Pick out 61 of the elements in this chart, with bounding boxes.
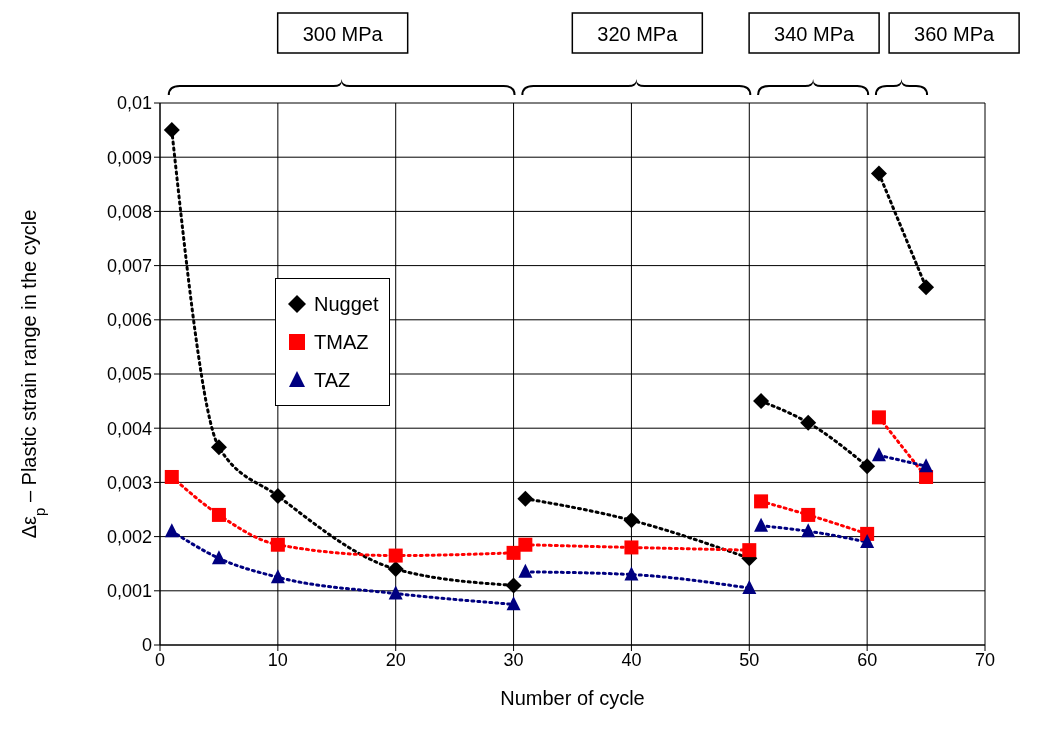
point xyxy=(388,548,403,563)
y-tick-label: 0 xyxy=(141,635,152,656)
point xyxy=(517,490,534,507)
point xyxy=(624,540,639,555)
text: 300 MPa xyxy=(302,23,384,45)
x-tick-label: 50 xyxy=(739,649,760,670)
y-tick-label: 0,009 xyxy=(106,147,152,168)
y-tick-label: 0,004 xyxy=(106,418,152,439)
point xyxy=(754,517,769,532)
point xyxy=(505,577,522,594)
point xyxy=(742,580,757,595)
legend-label: Nugget xyxy=(314,292,379,316)
text: 360 MPa xyxy=(914,23,995,45)
point xyxy=(753,393,770,410)
point xyxy=(918,279,935,296)
point xyxy=(211,507,226,522)
x-tick-label: 0 xyxy=(154,649,166,670)
point xyxy=(164,523,179,538)
point xyxy=(518,537,533,552)
point xyxy=(801,507,816,522)
point xyxy=(754,494,769,509)
point xyxy=(387,561,404,578)
point xyxy=(388,585,403,600)
y-tick-label: 0,003 xyxy=(106,472,152,493)
point xyxy=(270,569,285,584)
point xyxy=(506,545,521,560)
point xyxy=(623,512,640,529)
x-tick-label: 30 xyxy=(503,649,524,670)
point xyxy=(624,566,639,581)
x-tick-label: 20 xyxy=(385,649,406,670)
point xyxy=(164,469,179,484)
point xyxy=(211,550,226,565)
point xyxy=(742,543,757,558)
point xyxy=(269,487,286,504)
x-tick-label: 70 xyxy=(974,649,996,670)
y-tick-label: 0,001 xyxy=(106,581,152,602)
y-tick-label: 0,007 xyxy=(106,255,152,276)
point xyxy=(801,523,816,538)
y-tick-label: 0,005 xyxy=(106,364,152,385)
x-tick-label: 10 xyxy=(267,649,288,670)
point xyxy=(859,458,876,475)
y-tick-label: 0,002 xyxy=(106,526,152,547)
point xyxy=(518,563,533,578)
point xyxy=(210,439,227,456)
point xyxy=(270,537,285,552)
point xyxy=(860,534,875,549)
y-tick-label: 0,006 xyxy=(106,310,152,331)
legend-label: TMAZ xyxy=(314,330,369,354)
point xyxy=(870,165,887,182)
x-axis-title: Number of cycle xyxy=(500,687,645,709)
point xyxy=(163,122,180,139)
y-tick-label: 0,01 xyxy=(116,93,152,114)
y-tick-label: 0,008 xyxy=(106,201,152,222)
text: 340 MPa xyxy=(774,23,855,45)
point xyxy=(506,596,521,611)
text: 320 MPa xyxy=(597,23,679,45)
point xyxy=(871,410,886,425)
legend-label: TAZ xyxy=(314,368,351,392)
x-tick-label: 60 xyxy=(857,649,878,670)
x-tick-label: 40 xyxy=(621,649,642,670)
point xyxy=(800,414,817,431)
